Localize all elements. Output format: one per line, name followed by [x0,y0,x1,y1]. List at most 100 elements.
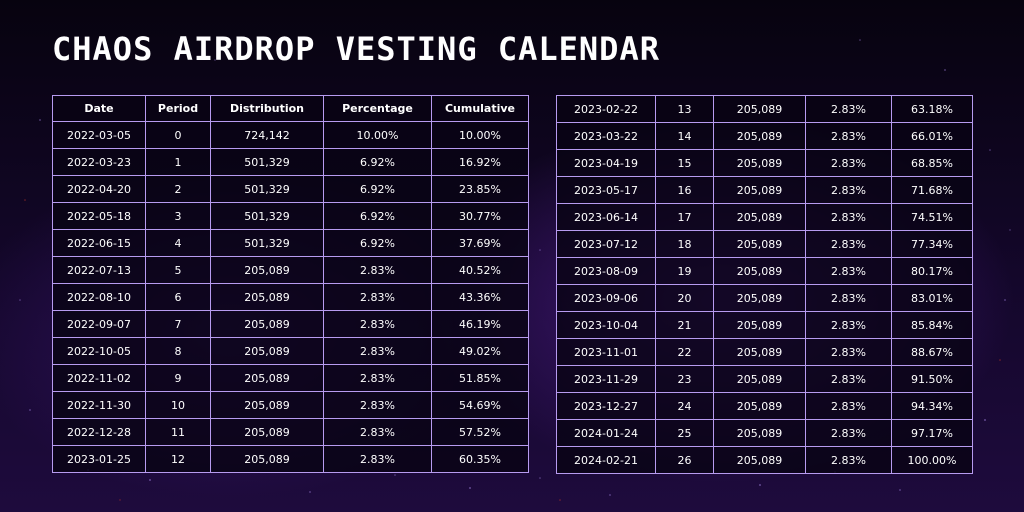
period-cell: 12 [145,445,211,473]
period-cell: 5 [145,256,211,284]
distribution-cell: 501,329 [210,175,324,203]
cumulative-cell: 83.01% [891,284,973,312]
date-cell: 2022-03-05 [52,121,146,149]
period-cell: 17 [655,203,714,231]
percentage-cell: 2.83% [805,176,892,204]
table-row: 2022-07-13 5 205,089 2.83% 40.52% [52,256,529,284]
date-cell: 2023-08-09 [556,257,656,285]
cumulative-cell: 68.85% [891,149,973,177]
date-cell: 2022-08-10 [52,283,146,311]
cumulative-cell: 57.52% [431,418,529,446]
cumulative-cell: 66.01% [891,122,973,150]
period-cell: 23 [655,365,714,393]
cumulative-cell: 23.85% [431,175,529,203]
vesting-table-left: Date Period Distribution Percentage Cumu… [52,95,529,473]
distribution-cell: 205,089 [713,149,806,177]
distribution-cell: 205,089 [210,256,324,284]
table-row: 2022-09-07 7 205,089 2.83% 46.19% [52,310,529,338]
table-row: 2024-02-21 26 205,089 2.83% 100.00% [556,446,973,474]
table-header-row: Date Period Distribution Percentage Cumu… [52,95,529,122]
date-cell: 2023-07-12 [556,230,656,258]
distribution-cell: 205,089 [713,311,806,339]
percentage-cell: 2.83% [323,256,432,284]
table-row: 2023-07-12 18 205,089 2.83% 77.34% [556,230,973,258]
table-row: 2023-02-22 13 205,089 2.83% 63.18% [556,95,973,123]
distribution-cell: 205,089 [210,445,324,473]
date-cell: 2022-06-15 [52,229,146,257]
date-cell: 2022-04-20 [52,175,146,203]
date-cell: 2022-11-02 [52,364,146,392]
date-cell: 2022-03-23 [52,148,146,176]
table-row: 2023-06-14 17 205,089 2.83% 74.51% [556,203,973,231]
cumulative-cell: 80.17% [891,257,973,285]
date-cell: 2023-11-01 [556,338,656,366]
table-row: 2023-03-22 14 205,089 2.83% 66.01% [556,122,973,150]
percentage-cell: 2.83% [805,311,892,339]
cumulative-cell: 49.02% [431,337,529,365]
date-cell: 2023-06-14 [556,203,656,231]
cumulative-cell: 97.17% [891,419,973,447]
distribution-cell: 205,089 [210,310,324,338]
cumulative-cell: 16.92% [431,148,529,176]
period-cell: 13 [655,95,714,123]
period-cell: 0 [145,121,211,149]
page-title: Chaos Airdrop Vesting Calendar [52,30,660,68]
date-cell: 2022-09-07 [52,310,146,338]
cumulative-cell: 63.18% [891,95,973,123]
cumulative-cell: 51.85% [431,364,529,392]
cumulative-cell: 37.69% [431,229,529,257]
distribution-cell: 205,089 [210,283,324,311]
percentage-cell: 2.83% [805,392,892,420]
header-cumulative: Cumulative [431,95,529,122]
vesting-table-right: 2023-02-22 13 205,089 2.83% 63.18% 2023-03-22… [556,95,973,474]
percentage-cell: 2.83% [805,230,892,258]
table-row: 2022-04-20 2 501,329 6.92% 23.85% [52,175,529,203]
period-cell: 1 [145,148,211,176]
table-row: 2022-11-02 9 205,089 2.83% 51.85% [52,364,529,392]
table-row: 2022-11-30 10 205,089 2.83% 54.69% [52,391,529,419]
percentage-cell: 2.83% [805,95,892,123]
date-cell: 2023-12-27 [556,392,656,420]
table-row: 2023-12-27 24 205,089 2.83% 94.34% [556,392,973,420]
period-cell: 4 [145,229,211,257]
cumulative-cell: 10.00% [431,121,529,149]
percentage-cell: 2.83% [805,122,892,150]
cumulative-cell: 91.50% [891,365,973,393]
table-body-left: 2022-03-05 0 724,142 10.00% 10.00% 2022-03-23… [52,121,529,473]
percentage-cell: 6.92% [323,202,432,230]
header-percentage: Percentage [323,95,432,122]
table-row: 2022-06-15 4 501,329 6.92% 37.69% [52,229,529,257]
table-row: 2022-03-05 0 724,142 10.00% 10.00% [52,121,529,149]
period-cell: 25 [655,419,714,447]
distribution-cell: 205,089 [210,364,324,392]
date-cell: 2023-02-22 [556,95,656,123]
date-cell: 2023-01-25 [52,445,146,473]
header-distribution: Distribution [210,95,324,122]
percentage-cell: 2.83% [805,203,892,231]
table-row: 2023-09-06 20 205,089 2.83% 83.01% [556,284,973,312]
table-body-right: 2023-02-22 13 205,089 2.83% 63.18% 2023-03-22… [556,95,973,474]
table-row: 2022-03-23 1 501,329 6.92% 16.92% [52,148,529,176]
cumulative-cell: 88.67% [891,338,973,366]
percentage-cell: 2.83% [323,337,432,365]
period-cell: 16 [655,176,714,204]
date-cell: 2023-11-29 [556,365,656,393]
cumulative-cell: 60.35% [431,445,529,473]
distribution-cell: 205,089 [713,122,806,150]
date-cell: 2023-03-22 [556,122,656,150]
date-cell: 2024-02-21 [556,446,656,474]
period-cell: 14 [655,122,714,150]
distribution-cell: 205,089 [713,230,806,258]
date-cell: 2023-05-17 [556,176,656,204]
distribution-cell: 501,329 [210,202,324,230]
date-cell: 2022-11-30 [52,391,146,419]
percentage-cell: 2.83% [323,364,432,392]
date-cell: 2024-01-24 [556,419,656,447]
percentage-cell: 2.83% [323,445,432,473]
percentage-cell: 2.83% [805,257,892,285]
period-cell: 15 [655,149,714,177]
percentage-cell: 2.83% [323,418,432,446]
table-row: 2022-05-18 3 501,329 6.92% 30.77% [52,202,529,230]
period-cell: 21 [655,311,714,339]
distribution-cell: 205,089 [713,392,806,420]
